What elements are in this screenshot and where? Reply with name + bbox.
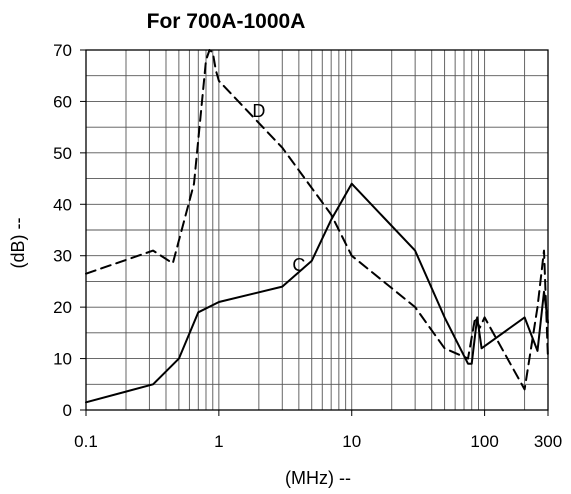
series-line-c [85, 182, 549, 404]
y-tick-label: 0 [63, 401, 72, 420]
axes: 0.1 1 10 100 300 0 10 20 30 40 50 60 70 [53, 41, 562, 451]
x-tick-label: 1 [214, 432, 223, 451]
plot-frame [85, 49, 549, 411]
x-tick-label: 300 [534, 432, 562, 451]
y-tick-label: 40 [53, 195, 72, 214]
y-tick-label: 10 [53, 350, 72, 369]
series-label-d: D [252, 101, 265, 121]
y-tick-label: 30 [53, 247, 72, 266]
y-tick-label: 20 [53, 298, 72, 317]
y-tick-label: 50 [53, 144, 72, 163]
chart-title: For 700A-1000A [147, 10, 306, 33]
x-tick-label: 100 [470, 432, 498, 451]
x-axis-label: (MHz) -- [285, 468, 351, 488]
annotations: DC [252, 101, 305, 275]
y-tick-label: 60 [53, 92, 72, 111]
series-label-c: C [292, 255, 305, 275]
grid [86, 50, 548, 410]
x-tick-label: 0.1 [74, 432, 98, 451]
x-tick-label: 10 [342, 432, 361, 451]
y-axis-label: (dB) -- [8, 218, 28, 269]
series [85, 49, 549, 404]
y-tick-label: 70 [53, 41, 72, 60]
